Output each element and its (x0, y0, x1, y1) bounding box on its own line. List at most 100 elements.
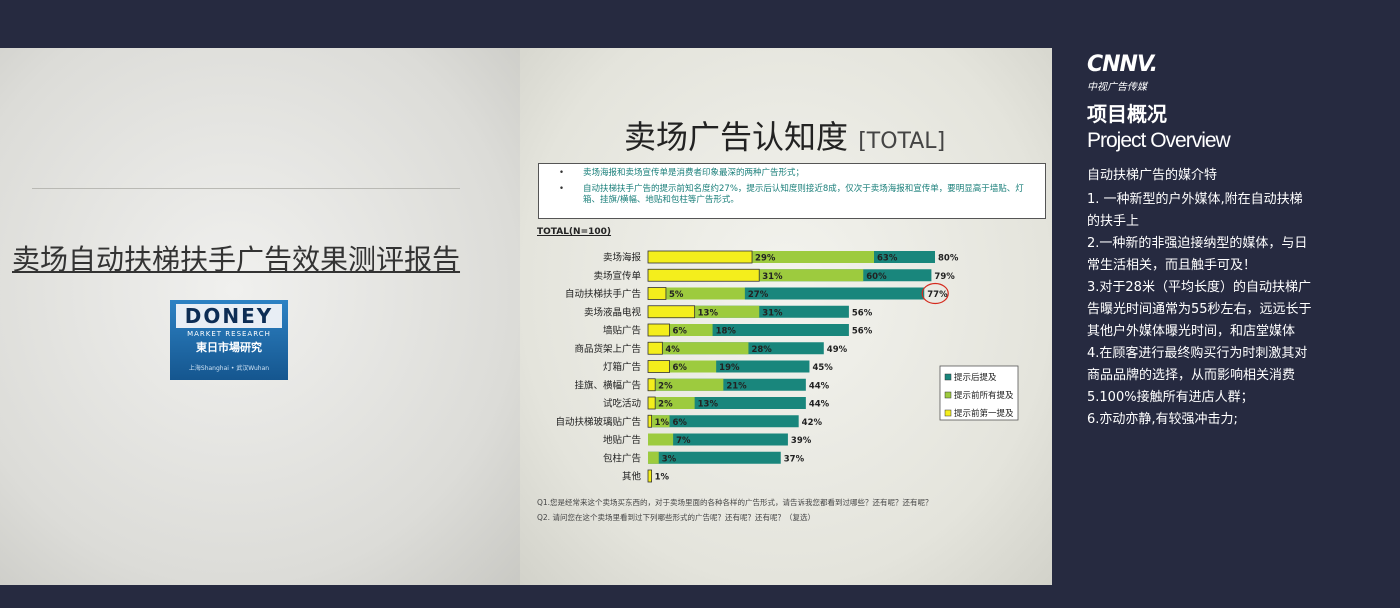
category-label: 墙贴广告 (603, 325, 641, 337)
value-label: 6% (673, 418, 688, 428)
legend-label: 提示前第一提及 (954, 408, 1014, 419)
intro: 自动扶梯广告的媒介特 (1087, 168, 1218, 183)
category-label: 包柱广告 (603, 452, 641, 464)
category-label: 卖场液晶电视 (584, 306, 642, 318)
value-label: 13% (698, 308, 719, 318)
value-label: 2% (658, 381, 673, 391)
value-label: 1% (655, 418, 670, 428)
divider (32, 188, 460, 189)
category-label: 其他 (622, 471, 642, 483)
value-label: 27% (748, 290, 769, 300)
bar (648, 415, 670, 428)
note: 自动扶梯扶手广告的提示前知名度约27%，提示后认知度则接近8成，仅次于卖场海报和… (559, 184, 1037, 206)
feature-list: 1. 一种新型的户外媒体,附在自动扶梯的扶手上 2.一种新的非强迫接纳型的媒体，与… (1087, 189, 1315, 431)
value-label: 49% (827, 345, 848, 355)
notes-box: 卖场海报和卖场宣传单是消费者印象最深的两种广告形式； 自动扶梯扶手广告的提示前知… (538, 163, 1046, 219)
bar (647, 287, 667, 300)
value-label: 29% (755, 254, 776, 264)
category-label: 自动扶梯玻璃贴广告 (555, 416, 641, 428)
report-title: 卖场自动扶梯扶手广告效果测评报告 (12, 243, 461, 276)
brand: CNNV. (1087, 52, 1158, 77)
value-label: 79% (934, 272, 955, 282)
logo-cities: 上海Shanghai • 武汉Wuhan (188, 365, 270, 372)
feature-item: 3.对于28米（平均长度）的自动扶梯广告曝光时间通常为55秒左右，远远长于其他户… (1087, 280, 1312, 339)
category-label: 地贴广告 (603, 434, 641, 446)
value-label: 39% (791, 436, 812, 446)
value-label: 31% (762, 272, 783, 282)
category-label: 商品货架上广告 (574, 343, 641, 355)
value-label: 60% (866, 272, 887, 282)
bar (647, 268, 760, 282)
legend-swatch (944, 391, 952, 399)
chart-title: 卖场广告认知度 [TOTAL] (624, 112, 945, 158)
brand-cn: 中视广告传媒 (1087, 82, 1147, 93)
value-label: 77% (927, 290, 948, 300)
value-label: 1% (655, 473, 670, 483)
bar (648, 378, 724, 391)
note: 卖场海报和卖场宣传单是消费者印象最深的两种广告形式； (559, 168, 1037, 179)
title-text: 卖场广告认知度 (624, 118, 849, 156)
feature-item: 4.在顾客进行最终购买行为时刺激其对商品品牌的选择，从而影响相关消费 (1087, 346, 1308, 383)
bar (647, 378, 656, 392)
value-label: 31% (762, 308, 783, 318)
legend-swatch (944, 373, 952, 381)
bar (648, 415, 799, 428)
category-label: 卖场宣传单 (593, 270, 641, 282)
value-label: 3% (662, 454, 677, 464)
chart: 卖场海报 80% 63% 29% 卖场宣传单 79% 60% 31% 自动扶梯扶手广告 77% 27… (555, 250, 1019, 483)
value-label: 18% (716, 327, 737, 337)
bar (647, 360, 670, 373)
logo-chinese: 東日市場研究 (196, 341, 262, 354)
value-label: 21% (726, 381, 747, 391)
highlight-circle (921, 282, 949, 305)
value-label: 80% (938, 254, 959, 264)
value-label: 6% (673, 363, 688, 373)
bar (648, 451, 781, 464)
value-label: 4% (665, 345, 680, 355)
bar (647, 305, 696, 319)
bar (648, 433, 674, 446)
footnote: Q1.您是经常来这个卖场买东西的，对于卖场里面的各种各样的广告形式，请告诉我您都… (537, 498, 933, 507)
title-suffix: [TOTAL] (858, 129, 946, 154)
bar (648, 397, 695, 409)
heading: 项目概况 (1087, 102, 1167, 126)
category-label: 灯箱广告 (603, 361, 641, 373)
legend-swatch (944, 409, 952, 417)
category-label: 挂旗、横幅广告 (574, 379, 641, 391)
bar (647, 414, 652, 428)
value-label: 5% (669, 290, 684, 300)
footnote: Q2. 请问您在这个卖场里看到过下列哪些形式的广告呢？还有呢？还有呢？（复选） (537, 513, 815, 522)
value-label: 28% (751, 345, 772, 355)
feature-item: 1. 一种新型的户外媒体,附在自动扶梯的扶手上 (1087, 192, 1303, 229)
bar (647, 323, 670, 337)
heading-en: Project Overview (1087, 129, 1231, 152)
bar (648, 342, 749, 355)
category-label: 卖场海报 (603, 252, 642, 264)
bar (647, 396, 656, 410)
legend-box (939, 365, 1019, 421)
value-label: 56% (852, 327, 873, 337)
value-label: 44% (809, 381, 830, 391)
value-label: 44% (809, 400, 830, 410)
legend-label: 提示前所有提及 (954, 390, 1014, 401)
value-label: 19% (719, 363, 740, 373)
bar (648, 433, 788, 446)
value-label: 63% (877, 254, 898, 264)
value-label: 45% (812, 363, 833, 373)
value-label: 13% (698, 400, 719, 410)
bar (647, 250, 753, 264)
bar (647, 341, 663, 355)
feature-item: 2.一种新的非强迫接纳型的媒体，与日常生活相关，而且触手可及！ (1087, 236, 1308, 273)
feature-item: 5.100%接触所有进店人群； (1087, 390, 1254, 405)
value-label: 56% (852, 308, 873, 318)
value-label: 6% (673, 327, 688, 337)
category-label: 自动扶梯扶手广告 (565, 288, 641, 300)
legend-label: 提示后提及 (954, 372, 997, 383)
bar (647, 469, 652, 483)
value-label: 37% (784, 454, 805, 464)
logo-name: DONEY (176, 304, 282, 328)
value-label: 2% (658, 400, 673, 410)
bar (648, 287, 745, 300)
category-label: 试吃活动 (603, 398, 641, 410)
